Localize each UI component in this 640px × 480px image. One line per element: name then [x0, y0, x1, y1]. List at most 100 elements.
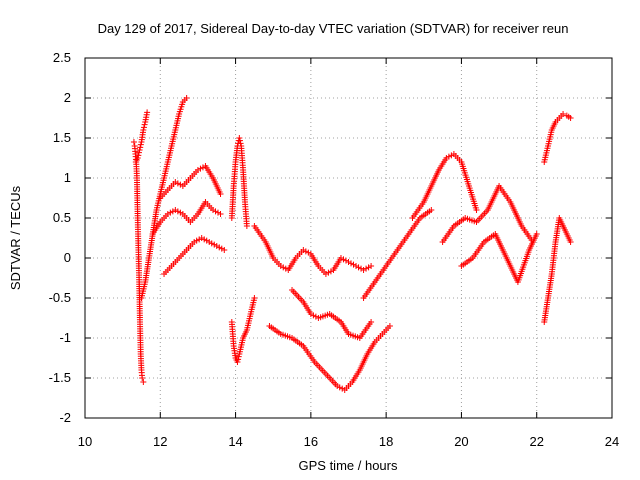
data-point	[169, 208, 176, 215]
data-point	[368, 319, 375, 325]
data-point	[307, 311, 314, 317]
data-point	[211, 241, 218, 248]
data-point	[191, 239, 198, 245]
series-seg-n-20h-band	[439, 183, 536, 245]
data-point	[213, 243, 220, 249]
series-seg-l-recovery	[360, 207, 435, 301]
data-point	[140, 124, 147, 131]
data-point	[358, 265, 365, 272]
data-point	[567, 115, 574, 121]
series-seg-k-secondary-dip	[289, 287, 375, 341]
data-point	[353, 263, 360, 269]
series-seg-b-riser	[132, 109, 151, 165]
data-point	[172, 207, 179, 213]
data-point	[201, 236, 208, 243]
data-point	[243, 223, 250, 229]
data-point	[217, 211, 224, 217]
series-seg-g-14h-spike	[228, 135, 250, 229]
data-point	[345, 259, 352, 265]
series-seg-a-descent	[130, 139, 147, 385]
data-point	[174, 208, 181, 215]
x-tick-label: 24	[605, 434, 619, 449]
data-point	[209, 207, 216, 213]
data-point	[237, 140, 244, 147]
x-tick-label: 16	[304, 434, 318, 449]
data-point	[196, 236, 203, 243]
data-markers	[130, 95, 574, 393]
data-point	[327, 268, 334, 275]
data-point	[337, 255, 344, 261]
data-point	[203, 237, 210, 244]
data-point	[302, 248, 309, 255]
data-point	[164, 211, 171, 217]
data-point	[199, 164, 206, 171]
data-point	[183, 95, 190, 101]
data-point	[280, 264, 287, 271]
data-point	[141, 121, 148, 128]
y-tick-label: 0	[64, 250, 71, 265]
x-tick-label: 12	[153, 434, 167, 449]
data-point	[144, 109, 151, 116]
series-seg-j-evening-dip	[266, 323, 393, 393]
y-tick-label: -1.5	[49, 370, 71, 385]
data-point	[282, 265, 289, 272]
y-axis-label: SDTVAR / TECUs	[8, 185, 23, 290]
data-point	[348, 260, 355, 267]
data-point	[312, 313, 319, 320]
data-point	[445, 153, 452, 160]
data-point	[236, 137, 243, 144]
data-point	[167, 209, 174, 216]
data-point	[208, 240, 215, 247]
data-point	[305, 249, 312, 256]
axis-ticks: 10 12 14 16 18 20 22 24 -2 -1.5 -1 -0.5 0 0.5 1 1.5 2 2.5	[49, 50, 620, 449]
data-point	[322, 271, 329, 277]
data-point	[325, 269, 332, 276]
data-point	[137, 141, 144, 148]
data-point	[140, 379, 147, 385]
data-point	[221, 247, 228, 253]
series-seg-c-main-rise	[138, 95, 190, 301]
data-point	[251, 295, 258, 301]
data-point	[197, 165, 204, 172]
series-seg-m-19h-hump	[409, 151, 480, 221]
data-point	[533, 231, 540, 237]
data-point	[177, 209, 184, 216]
data-point	[277, 263, 284, 269]
data-point	[217, 191, 224, 197]
data-point	[336, 384, 343, 391]
x-tick-label: 20	[454, 434, 468, 449]
series-seg-f-lower-band	[161, 235, 228, 277]
data-point	[234, 359, 241, 365]
series-seg-p-late-top	[541, 111, 574, 165]
data-point	[194, 167, 201, 173]
chart-title: Day 129 of 2017, Sidereal Day-to-day VTE…	[98, 21, 569, 36]
y-tick-label: 2	[64, 90, 71, 105]
x-axis-label: GPS time / hours	[299, 458, 398, 473]
y-tick-label: -0.5	[49, 290, 71, 305]
data-point	[206, 239, 213, 245]
data-point	[139, 375, 146, 381]
data-point	[350, 261, 357, 268]
series-seg-o-21h-lower	[458, 231, 540, 285]
data-point	[137, 144, 144, 151]
data-point	[310, 312, 317, 319]
data-point	[300, 247, 307, 253]
series-seg-e-mid-band	[149, 199, 224, 237]
data-point	[216, 244, 223, 251]
data-point	[368, 263, 375, 269]
series-seg-h-14h-trough	[228, 295, 258, 365]
data-point	[428, 207, 435, 213]
data-point	[365, 264, 372, 271]
data-point	[560, 111, 567, 117]
data-point	[193, 237, 200, 244]
data-point	[135, 149, 142, 156]
data-point	[134, 155, 141, 161]
data-point	[198, 235, 205, 241]
y-tick-label: 1	[64, 170, 71, 185]
data-point	[473, 207, 480, 213]
data-point	[339, 385, 346, 392]
plot-frame	[84, 57, 613, 419]
data-point	[363, 265, 370, 272]
data-point	[443, 155, 450, 161]
x-tick-label: 10	[78, 434, 92, 449]
